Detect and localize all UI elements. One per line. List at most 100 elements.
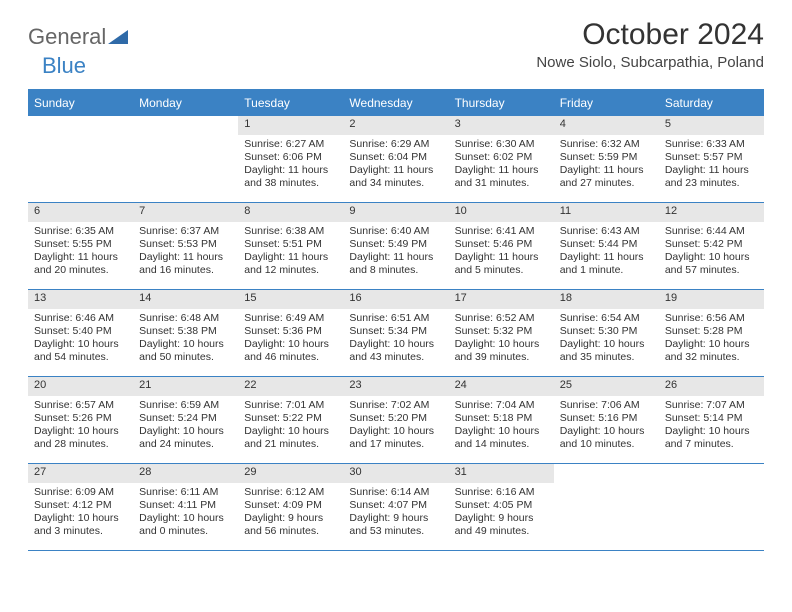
date-number: 25 bbox=[554, 377, 659, 396]
day-cell: 2Sunrise: 6:29 AMSunset: 6:04 PMDaylight… bbox=[343, 116, 448, 202]
sunset-text: Sunset: 5:36 PM bbox=[244, 325, 337, 338]
day-cell: 14Sunrise: 6:48 AMSunset: 5:38 PMDayligh… bbox=[133, 290, 238, 376]
day-details: Sunrise: 6:11 AMSunset: 4:11 PMDaylight:… bbox=[133, 483, 238, 543]
daylight-text: Daylight: 10 hours and 28 minutes. bbox=[34, 425, 127, 451]
day-details: Sunrise: 6:33 AMSunset: 5:57 PMDaylight:… bbox=[659, 135, 764, 195]
daylight-text: Daylight: 10 hours and 7 minutes. bbox=[665, 425, 758, 451]
weekday-label: Wednesday bbox=[343, 91, 448, 116]
day-details: Sunrise: 7:02 AMSunset: 5:20 PMDaylight:… bbox=[343, 396, 448, 456]
daylight-text: Daylight: 11 hours and 12 minutes. bbox=[244, 251, 337, 277]
day-cell: 26Sunrise: 7:07 AMSunset: 5:14 PMDayligh… bbox=[659, 377, 764, 463]
daylight-text: Daylight: 11 hours and 20 minutes. bbox=[34, 251, 127, 277]
sunrise-text: Sunrise: 6:48 AM bbox=[139, 312, 232, 325]
empty-cell bbox=[28, 116, 133, 202]
date-number: 21 bbox=[133, 377, 238, 396]
daylight-text: Daylight: 10 hours and 3 minutes. bbox=[34, 512, 127, 538]
day-details: Sunrise: 7:07 AMSunset: 5:14 PMDaylight:… bbox=[659, 396, 764, 456]
sunrise-text: Sunrise: 7:04 AM bbox=[455, 399, 548, 412]
daylight-text: Daylight: 11 hours and 1 minute. bbox=[560, 251, 653, 277]
daylight-text: Daylight: 10 hours and 54 minutes. bbox=[34, 338, 127, 364]
day-cell: 16Sunrise: 6:51 AMSunset: 5:34 PMDayligh… bbox=[343, 290, 448, 376]
day-details: Sunrise: 6:40 AMSunset: 5:49 PMDaylight:… bbox=[343, 222, 448, 282]
sunrise-text: Sunrise: 6:12 AM bbox=[244, 486, 337, 499]
week-row: 20Sunrise: 6:57 AMSunset: 5:26 PMDayligh… bbox=[28, 377, 764, 464]
weekday-label: Tuesday bbox=[238, 91, 343, 116]
sunset-text: Sunset: 5:38 PM bbox=[139, 325, 232, 338]
week-row: 1Sunrise: 6:27 AMSunset: 6:06 PMDaylight… bbox=[28, 116, 764, 203]
day-cell: 13Sunrise: 6:46 AMSunset: 5:40 PMDayligh… bbox=[28, 290, 133, 376]
sunset-text: Sunset: 5:28 PM bbox=[665, 325, 758, 338]
day-cell: 7Sunrise: 6:37 AMSunset: 5:53 PMDaylight… bbox=[133, 203, 238, 289]
page-container: General October 2024 Nowe Siolo, Subcarp… bbox=[0, 0, 792, 551]
day-cell: 18Sunrise: 6:54 AMSunset: 5:30 PMDayligh… bbox=[554, 290, 659, 376]
day-details: Sunrise: 6:30 AMSunset: 6:02 PMDaylight:… bbox=[449, 135, 554, 195]
sunrise-text: Sunrise: 6:30 AM bbox=[455, 138, 548, 151]
sunset-text: Sunset: 5:32 PM bbox=[455, 325, 548, 338]
day-cell: 20Sunrise: 6:57 AMSunset: 5:26 PMDayligh… bbox=[28, 377, 133, 463]
day-details: Sunrise: 6:48 AMSunset: 5:38 PMDaylight:… bbox=[133, 309, 238, 369]
day-details: Sunrise: 6:44 AMSunset: 5:42 PMDaylight:… bbox=[659, 222, 764, 282]
day-cell: 29Sunrise: 6:12 AMSunset: 4:09 PMDayligh… bbox=[238, 464, 343, 550]
day-details: Sunrise: 6:29 AMSunset: 6:04 PMDaylight:… bbox=[343, 135, 448, 195]
day-details: Sunrise: 7:06 AMSunset: 5:16 PMDaylight:… bbox=[554, 396, 659, 456]
empty-cell bbox=[659, 464, 764, 550]
date-number: 7 bbox=[133, 203, 238, 222]
day-details: Sunrise: 6:57 AMSunset: 5:26 PMDaylight:… bbox=[28, 396, 133, 456]
date-number: 11 bbox=[554, 203, 659, 222]
daylight-text: Daylight: 11 hours and 27 minutes. bbox=[560, 164, 653, 190]
sunrise-text: Sunrise: 6:35 AM bbox=[34, 225, 127, 238]
sunrise-text: Sunrise: 6:57 AM bbox=[34, 399, 127, 412]
weeks-container: 1Sunrise: 6:27 AMSunset: 6:06 PMDaylight… bbox=[28, 116, 764, 551]
date-number: 12 bbox=[659, 203, 764, 222]
daylight-text: Daylight: 9 hours and 49 minutes. bbox=[455, 512, 548, 538]
day-details: Sunrise: 6:38 AMSunset: 5:51 PMDaylight:… bbox=[238, 222, 343, 282]
date-number: 1 bbox=[238, 116, 343, 135]
brand-logo: General bbox=[28, 18, 128, 50]
day-cell: 12Sunrise: 6:44 AMSunset: 5:42 PMDayligh… bbox=[659, 203, 764, 289]
sunset-text: Sunset: 5:59 PM bbox=[560, 151, 653, 164]
date-number: 18 bbox=[554, 290, 659, 309]
sunset-text: Sunset: 5:46 PM bbox=[455, 238, 548, 251]
sunset-text: Sunset: 5:18 PM bbox=[455, 412, 548, 425]
day-details: Sunrise: 7:04 AMSunset: 5:18 PMDaylight:… bbox=[449, 396, 554, 456]
day-details: Sunrise: 6:32 AMSunset: 5:59 PMDaylight:… bbox=[554, 135, 659, 195]
date-number: 20 bbox=[28, 377, 133, 396]
daylight-text: Daylight: 9 hours and 56 minutes. bbox=[244, 512, 337, 538]
daylight-text: Daylight: 10 hours and 50 minutes. bbox=[139, 338, 232, 364]
date-number: 30 bbox=[343, 464, 448, 483]
daylight-text: Daylight: 10 hours and 39 minutes. bbox=[455, 338, 548, 364]
day-cell: 22Sunrise: 7:01 AMSunset: 5:22 PMDayligh… bbox=[238, 377, 343, 463]
day-details: Sunrise: 6:51 AMSunset: 5:34 PMDaylight:… bbox=[343, 309, 448, 369]
brand-text-1: General bbox=[28, 24, 106, 50]
weekday-label: Friday bbox=[554, 91, 659, 116]
sunrise-text: Sunrise: 6:59 AM bbox=[139, 399, 232, 412]
daylight-text: Daylight: 10 hours and 32 minutes. bbox=[665, 338, 758, 364]
date-number: 4 bbox=[554, 116, 659, 135]
day-details: Sunrise: 6:59 AMSunset: 5:24 PMDaylight:… bbox=[133, 396, 238, 456]
weekday-label: Thursday bbox=[449, 91, 554, 116]
sunset-text: Sunset: 6:06 PM bbox=[244, 151, 337, 164]
daylight-text: Daylight: 10 hours and 21 minutes. bbox=[244, 425, 337, 451]
sunset-text: Sunset: 5:42 PM bbox=[665, 238, 758, 251]
daylight-text: Daylight: 11 hours and 34 minutes. bbox=[349, 164, 442, 190]
daylight-text: Daylight: 11 hours and 38 minutes. bbox=[244, 164, 337, 190]
sunset-text: Sunset: 5:44 PM bbox=[560, 238, 653, 251]
sunset-text: Sunset: 5:24 PM bbox=[139, 412, 232, 425]
sunrise-text: Sunrise: 6:38 AM bbox=[244, 225, 337, 238]
sunrise-text: Sunrise: 7:07 AM bbox=[665, 399, 758, 412]
weekday-label: Monday bbox=[133, 91, 238, 116]
sunset-text: Sunset: 5:55 PM bbox=[34, 238, 127, 251]
date-number: 3 bbox=[449, 116, 554, 135]
sunset-text: Sunset: 4:07 PM bbox=[349, 499, 442, 512]
day-cell: 4Sunrise: 6:32 AMSunset: 5:59 PMDaylight… bbox=[554, 116, 659, 202]
sunset-text: Sunset: 5:53 PM bbox=[139, 238, 232, 251]
sunset-text: Sunset: 5:22 PM bbox=[244, 412, 337, 425]
day-details: Sunrise: 6:16 AMSunset: 4:05 PMDaylight:… bbox=[449, 483, 554, 543]
sunrise-text: Sunrise: 6:41 AM bbox=[455, 225, 548, 238]
week-row: 13Sunrise: 6:46 AMSunset: 5:40 PMDayligh… bbox=[28, 290, 764, 377]
sunset-text: Sunset: 5:49 PM bbox=[349, 238, 442, 251]
daylight-text: Daylight: 10 hours and 14 minutes. bbox=[455, 425, 548, 451]
day-cell: 9Sunrise: 6:40 AMSunset: 5:49 PMDaylight… bbox=[343, 203, 448, 289]
sunrise-text: Sunrise: 6:43 AM bbox=[560, 225, 653, 238]
daylight-text: Daylight: 11 hours and 16 minutes. bbox=[139, 251, 232, 277]
